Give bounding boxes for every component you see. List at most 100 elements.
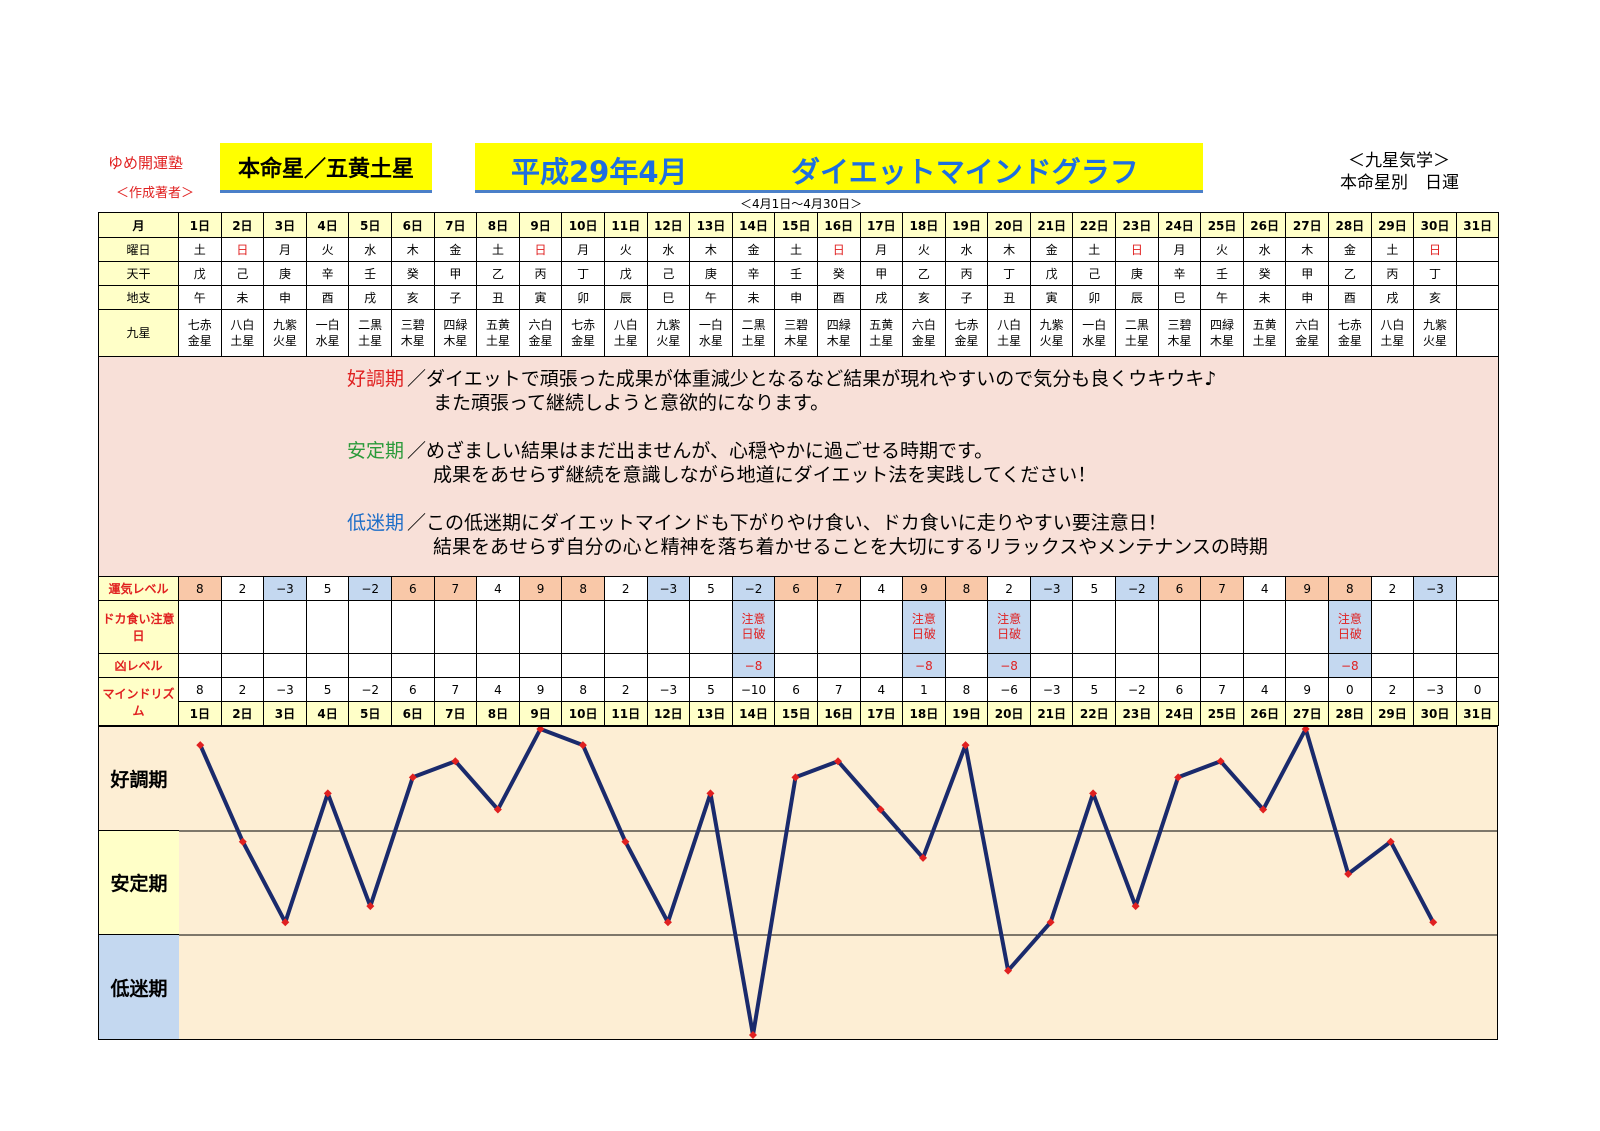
- weekday-cell: 日: [1115, 237, 1159, 262]
- data-point: [663, 918, 672, 927]
- mind-cell: −3: [1029, 677, 1074, 702]
- weekday-cell: 水: [646, 237, 691, 262]
- stem-cell: 己: [1072, 261, 1117, 286]
- day-footer: 23日: [1115, 701, 1159, 726]
- bad-level-cell: [390, 653, 435, 678]
- star-cell: 八白 土星: [1370, 309, 1415, 357]
- bad-level-cell: −8: [1328, 653, 1372, 678]
- data-point: [281, 918, 290, 927]
- mind-cell: −3: [1413, 677, 1457, 702]
- mind-cell: −6: [987, 677, 1031, 702]
- natal-star-box: 本命星／五黄土星: [220, 143, 432, 193]
- branch-label: 地支: [98, 285, 179, 310]
- luck-cell: 2: [1370, 576, 1415, 601]
- luck-row: 運気レベル 8 2 −3 5 −2 6 7 4 9 8 2 −3 5 −2 6 7 4 9 8 2 −3 5 −2 6 7 4 9 8 2…: [98, 576, 1500, 601]
- star-cell: [1455, 309, 1500, 357]
- day-header: 5日: [348, 212, 392, 238]
- star-cell: 七赤 金星: [561, 309, 605, 357]
- brand-name: ゆめ開運塾: [108, 154, 184, 172]
- data-point: [1429, 918, 1438, 927]
- day-header: 12日: [646, 212, 691, 238]
- branch-row: 地支午未申酉戌亥子丑寅卯辰巳午未申酉戌亥子丑寅卯辰巳午未申酉戌亥: [98, 285, 1500, 310]
- day-footer: 10日: [561, 701, 605, 726]
- mind-cell: 5: [305, 677, 350, 702]
- branch-cell: 辰: [603, 285, 648, 310]
- star-cell: 二黒 土星: [1115, 309, 1159, 357]
- doka-row: ドカ食い注意日 注意 日破 注意 日破 注意 日破 注意 日破: [98, 600, 1500, 654]
- luck-cell: −3: [263, 576, 307, 601]
- branch-cell: 酉: [1328, 285, 1372, 310]
- weekday-cell: 水: [944, 237, 989, 262]
- data-point: [578, 741, 587, 750]
- warning-cell: 注意 日破: [987, 600, 1031, 654]
- star-name: 三碧: [784, 318, 809, 332]
- star-element: 土星: [613, 334, 638, 348]
- branch-cell: 戌: [348, 285, 392, 310]
- star-name: 五黄: [869, 318, 894, 332]
- mind-cell: 6: [390, 677, 435, 702]
- warning-text: 日破: [997, 627, 1022, 641]
- stem-cell: 甲: [1285, 261, 1330, 286]
- data-point: [1089, 789, 1098, 798]
- star-cell: 四緑 木星: [1200, 309, 1244, 357]
- stem-cell: 丁: [987, 261, 1031, 286]
- day-header: 25日: [1200, 212, 1244, 238]
- day-footer: 29日: [1370, 701, 1415, 726]
- luck-cell: [1455, 576, 1500, 601]
- legend-good-line1: ／ダイエットで頑張った成果が体重減少となるなど結果が現れやすいので気分も良くウキ…: [407, 368, 1217, 390]
- legend-low-key: 低迷期: [347, 512, 405, 534]
- bad-label: 凶レベル: [98, 653, 179, 678]
- zone-label-stable: 安定期: [99, 831, 180, 935]
- branch-cell: 申: [1285, 285, 1330, 310]
- branch-cell: 午: [1200, 285, 1244, 310]
- stem-cell: 癸: [390, 261, 435, 286]
- stem-cell: [1455, 261, 1500, 286]
- weekday-cell: 月: [561, 237, 605, 262]
- bad-level-cell: [263, 653, 307, 678]
- zone-label-good: 好調期: [99, 727, 180, 831]
- star-cell: 六白 金星: [1285, 309, 1330, 357]
- chart-plot: [179, 727, 1497, 1039]
- star-element: 金星: [1295, 334, 1320, 348]
- luck-cell: −2: [1115, 576, 1159, 601]
- weekday-cell: 日: [1413, 237, 1457, 262]
- mind-cell: 8: [561, 677, 605, 702]
- system-caption: ＜九星気学＞: [1348, 151, 1450, 171]
- mind-cell: 4: [476, 677, 520, 702]
- star-name: 一白: [1082, 318, 1107, 332]
- mind-cell: 0: [1328, 677, 1372, 702]
- branch-cell: 卯: [1072, 285, 1117, 310]
- luck-cell: −2: [348, 576, 392, 601]
- day-footer: 3日: [263, 701, 307, 726]
- month-row: 月 1日 2日 3日 4日 5日 6日 7日 8日 9日 10日 11日 12日 13日 14日 15日 16日…: [98, 212, 1500, 238]
- star-element: 土星: [1124, 334, 1149, 348]
- day-footer: 1日: [178, 701, 222, 726]
- star-name: 三碧: [400, 318, 425, 332]
- bad-level-cell: [689, 653, 733, 678]
- stem-cell: 丙: [1370, 261, 1415, 286]
- luck-cell: 6: [774, 576, 818, 601]
- star-cell: 六白 金星: [902, 309, 946, 357]
- mind-cell: −3: [263, 677, 307, 702]
- title-box: 平成29年4月 ダイエットマインドグラフ: [475, 143, 1203, 193]
- data-point: [1174, 773, 1183, 782]
- bad-level-cell: [1115, 653, 1159, 678]
- stem-cell: 己: [220, 261, 265, 286]
- day-header: 28日: [1328, 212, 1372, 238]
- weekday-cell: 土: [178, 237, 222, 262]
- mind-cell: 8: [944, 677, 989, 702]
- bad-level-cell: [1200, 653, 1244, 678]
- branch-cell: 巳: [646, 285, 691, 310]
- mind-cell: −10: [731, 677, 776, 702]
- luck-cell: 6: [390, 576, 435, 601]
- warning-cell: [1029, 600, 1074, 654]
- star-element: 土星: [230, 334, 255, 348]
- mind-cell: −2: [348, 677, 392, 702]
- weekday-cell: 日: [220, 237, 265, 262]
- warning-cell: [1157, 600, 1202, 654]
- bad-level-cell: −8: [731, 653, 776, 678]
- luck-cell: −2: [731, 576, 776, 601]
- day-footer: 5日: [348, 701, 392, 726]
- day-footer: 12日: [646, 701, 691, 726]
- warning-cell: [263, 600, 307, 654]
